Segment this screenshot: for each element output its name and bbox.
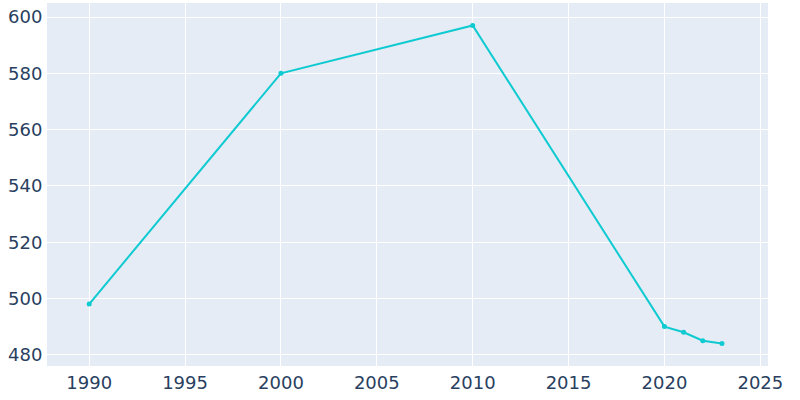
svg-text:560: 560 [8,119,42,140]
svg-text:500: 500 [8,288,42,309]
svg-text:2000: 2000 [258,372,304,393]
svg-text:1990: 1990 [66,372,112,393]
svg-text:520: 520 [8,231,42,252]
svg-text:580: 580 [8,63,42,84]
svg-text:2010: 2010 [450,372,496,393]
svg-text:2020: 2020 [642,372,688,393]
svg-text:2015: 2015 [546,372,592,393]
svg-text:1995: 1995 [162,372,208,393]
svg-text:480: 480 [8,344,42,365]
svg-text:540: 540 [8,175,42,196]
svg-text:600: 600 [8,6,42,27]
svg-text:2025: 2025 [737,372,783,393]
svg-text:2005: 2005 [354,372,400,393]
